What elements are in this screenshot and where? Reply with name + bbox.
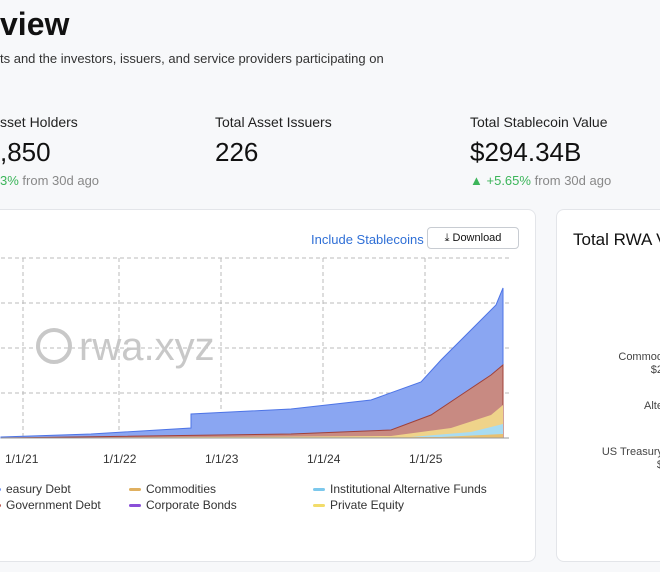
legend-swatch xyxy=(313,504,325,507)
side-label: $2 xyxy=(650,364,660,376)
up-arrow: ▲ xyxy=(470,173,483,188)
chart-card: Include Stablecoins ⤓ Download rwa.xyz 1… xyxy=(0,209,536,562)
chart: rwa.xyz xyxy=(0,257,509,439)
stat-label: Total Stablecoin Value xyxy=(470,114,608,130)
legend-label: Institutional Alternative Funds xyxy=(330,482,487,496)
side-label: Commod xyxy=(618,351,660,363)
side-label: Alte xyxy=(644,400,660,412)
stat-label: Total Asset Issuers xyxy=(215,114,332,130)
stat-change: 3% from 30d ago xyxy=(0,173,99,188)
x-label: 1/1/25 xyxy=(409,452,443,466)
x-label: 1/1/24 xyxy=(307,452,341,466)
watermark-icon xyxy=(36,328,72,364)
download-button[interactable]: ⤓ Download xyxy=(427,227,519,249)
side-label: $ xyxy=(656,459,660,471)
stat-change: ▲ +5.65% from 30d ago xyxy=(470,173,611,188)
legend-label: Commodities xyxy=(146,482,217,496)
stablecoin-toggle[interactable]: Include Stablecoins xyxy=(311,232,424,247)
change-note: from 30d ago xyxy=(22,173,100,188)
legend-swatch xyxy=(0,488,1,491)
legend-swatch xyxy=(0,504,1,507)
side-label: US Treasury xyxy=(601,446,660,458)
legend-label: Private Equity xyxy=(330,498,405,512)
change-note: from 30d ago xyxy=(534,173,612,188)
watermark: rwa.xyz xyxy=(79,325,215,369)
side-title: Total RWA V xyxy=(573,230,660,249)
stat-value: ,850 xyxy=(0,137,51,167)
legend-swatch xyxy=(129,488,141,491)
download-label: Download xyxy=(452,232,502,244)
area-treasury xyxy=(0,287,504,439)
x-label: 1/1/23 xyxy=(205,452,239,466)
legend-swatch xyxy=(313,488,325,491)
stat-label: sset Holders xyxy=(0,114,78,130)
legend-label: Corporate Bonds xyxy=(146,498,237,512)
change-pct: +5.65% xyxy=(486,173,531,188)
page-subtitle: ts and the investors, issuers, and servi… xyxy=(0,51,384,66)
stat-value: $294.34B xyxy=(470,137,582,167)
legend-swatch xyxy=(129,504,141,507)
change-pct: 3% xyxy=(0,173,19,188)
x-label: 1/1/22 xyxy=(103,452,137,466)
stat-value: 226 xyxy=(215,137,259,167)
x-label: 1/1/21 xyxy=(5,452,39,466)
legend-label: easury Debt xyxy=(6,482,71,496)
page-title: view xyxy=(0,6,70,42)
legend-label: Government Debt xyxy=(6,498,101,512)
